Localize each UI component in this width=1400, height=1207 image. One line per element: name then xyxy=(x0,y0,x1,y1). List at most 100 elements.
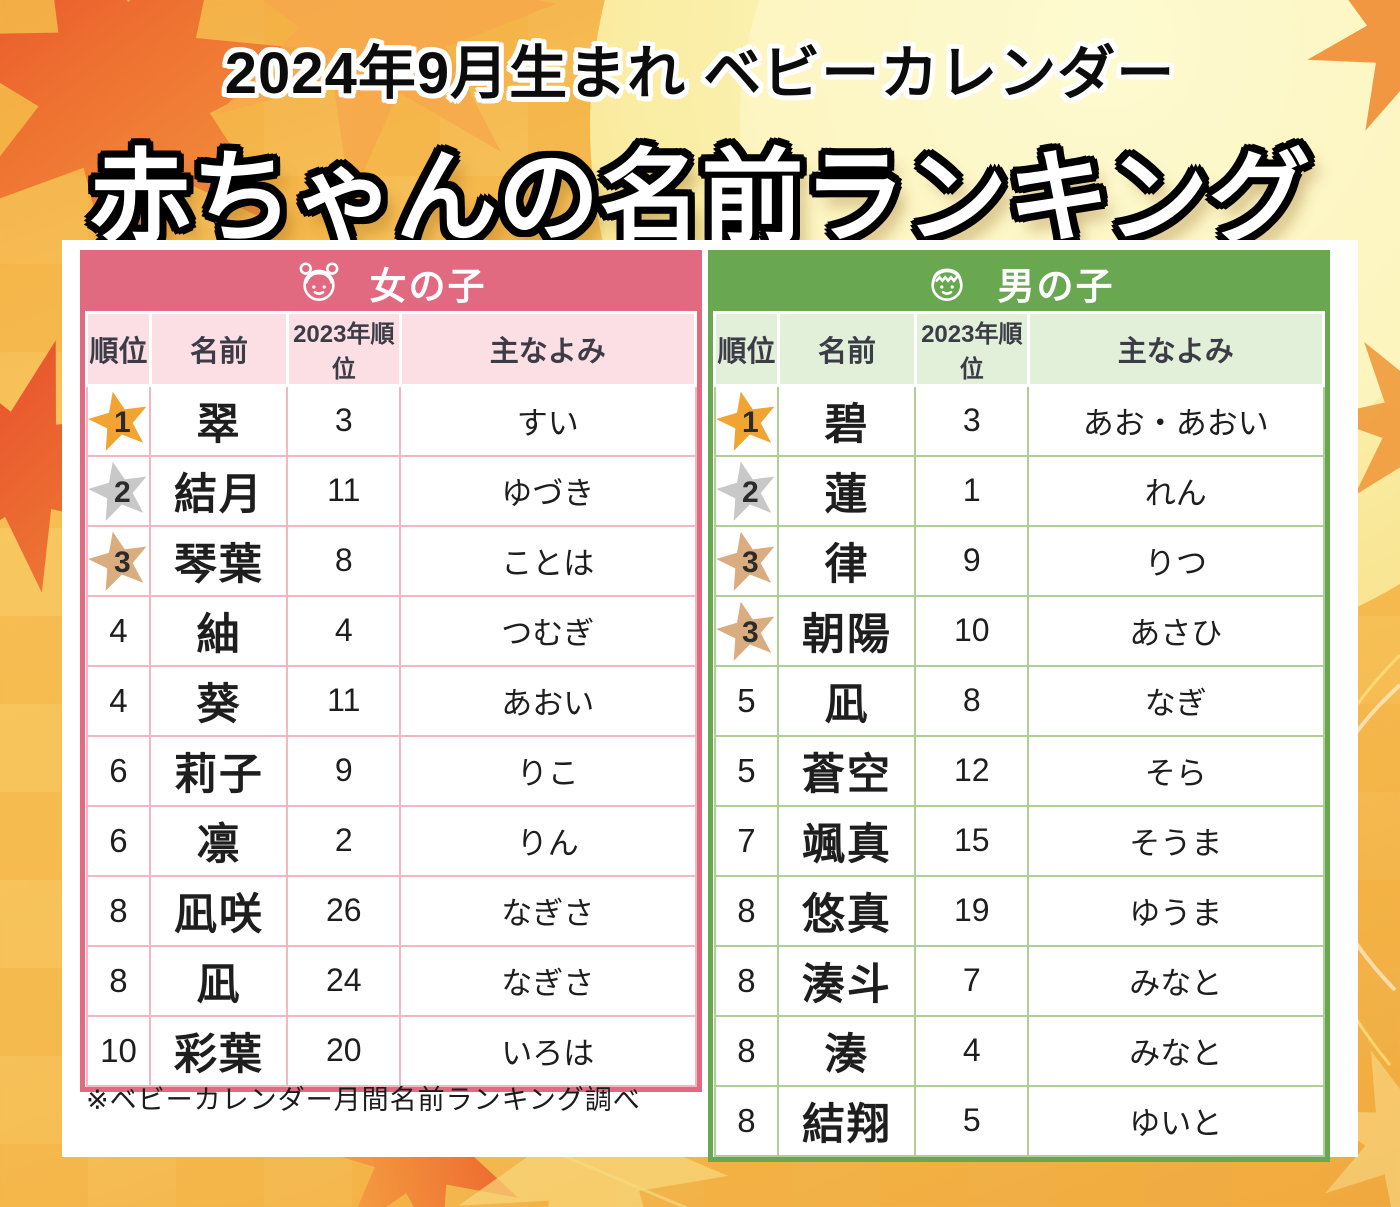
prev-rank-cell: 19 xyxy=(914,874,1030,947)
rank-number: 2 xyxy=(741,475,758,509)
prev-rank-cell: 11 xyxy=(286,454,402,527)
yomi-cell: れん xyxy=(1027,454,1325,527)
prev-rank-column-header: 2023年順位 xyxy=(913,311,1030,387)
rank-cell: 8 xyxy=(713,874,780,947)
table-row: 8 湊斗 7 みなと xyxy=(713,944,1325,1017)
prev-rank-column-header: 2023年順位 xyxy=(285,311,402,387)
yomi-cell: ゆいと xyxy=(1027,1084,1325,1157)
prev-rank-cell: 26 xyxy=(286,874,402,947)
girls-table-header-bar: 女の子 xyxy=(85,255,697,311)
prev-rank-cell: 7 xyxy=(914,944,1030,1017)
rank-number: 1 xyxy=(741,405,758,439)
yomi-cell: あおい xyxy=(399,664,697,737)
boys-table-body: 1 碧 3 あお・あおい 2 蓮 1 れん 3 律 9 りつ 3 朝陽 10 あさひ 5 凪 8 なぎ 5 蒼空 12 そら 7… xyxy=(713,384,1325,1157)
name-cell: 彩葉 xyxy=(149,1014,289,1087)
table-row: 5 蒼空 12 そら xyxy=(713,734,1325,807)
name-cell: 凛 xyxy=(149,804,289,877)
table-row: 6 凛 2 りん xyxy=(85,804,697,877)
girls-table-head: 順位 名前 2023年順位 主なよみ xyxy=(85,311,698,387)
boys-table-title: 男の子 xyxy=(997,266,1115,307)
table-row: 8 湊 4 みなと xyxy=(713,1014,1325,1087)
page-title: 赤ちゃんの名前ランキング xyxy=(89,141,1311,255)
prev-rank-cell: 15 xyxy=(914,804,1030,877)
prev-rank-cell: 12 xyxy=(914,734,1030,807)
silver-star-icon: 2 xyxy=(710,455,783,527)
table-row: 8 凪 24 なぎさ xyxy=(85,944,697,1017)
girl-face-icon xyxy=(299,262,338,301)
boys-table-head: 順位 名前 2023年順位 主なよみ xyxy=(713,311,1326,387)
table-row: 7 颯真 15 そうま xyxy=(713,804,1325,877)
boy-face-icon xyxy=(930,268,963,301)
name-cell: 碧 xyxy=(777,384,917,457)
yomi-cell: あお・あおい xyxy=(1027,384,1325,457)
yomi-cell: なぎ xyxy=(1027,664,1325,737)
rank-cell: 8 xyxy=(85,944,152,1017)
prev-rank-cell: 5 xyxy=(914,1084,1030,1157)
rank-cell: 8 xyxy=(713,1084,780,1157)
rank-cell: 6 xyxy=(85,804,152,877)
rank-cell: 3 xyxy=(715,524,779,597)
rank-cell: 5 xyxy=(713,664,780,737)
prev-rank-cell: 11 xyxy=(286,664,402,737)
rank-cell: 8 xyxy=(85,874,152,947)
prev-rank-cell: 3 xyxy=(914,384,1030,457)
yomi-cell: いろは xyxy=(399,1014,697,1087)
yomi-cell: みなと xyxy=(1027,1014,1325,1087)
table-row: 3 琴葉 8 ことは xyxy=(87,524,697,597)
name-cell: 莉子 xyxy=(149,734,289,807)
name-cell: 朝陽 xyxy=(777,594,917,667)
rank-number: 3 xyxy=(741,545,758,579)
name-cell: 凪 xyxy=(149,944,289,1017)
rank-cell: 5 xyxy=(713,734,780,807)
prev-rank-cell: 9 xyxy=(286,734,402,807)
yomi-cell: ゆづき xyxy=(399,454,697,527)
table-row: 4 紬 4 つむぎ xyxy=(85,594,697,667)
rank-cell: 8 xyxy=(713,944,780,1017)
prev-rank-cell: 8 xyxy=(286,524,402,597)
table-row: 8 悠真 19 ゆうま xyxy=(713,874,1325,947)
name-cell: 悠真 xyxy=(777,874,917,947)
yomi-cell: あさひ xyxy=(1027,594,1325,667)
source-note: ※ベビーカレンダー月間名前ランキング調べ xyxy=(86,1085,641,1115)
prev-rank-cell: 8 xyxy=(914,664,1030,737)
table-row: 1 翠 3 すい xyxy=(87,384,697,457)
prev-rank-cell: 4 xyxy=(914,1014,1030,1087)
rank-column-header: 順位 xyxy=(85,311,152,387)
rank-cell: 10 xyxy=(85,1014,152,1087)
rank-number: 2 xyxy=(113,475,130,509)
table-row: 5 凪 8 なぎ xyxy=(713,664,1325,737)
yomi-cell: りこ xyxy=(399,734,697,807)
rank-cell: 4 xyxy=(85,664,152,737)
name-cell: 翠 xyxy=(149,384,289,457)
name-cell: 葵 xyxy=(149,664,289,737)
girls-table: 順位 名前 2023年順位 主なよみ 1 翠 3 すい 2 結月 11 ゆづき 3 琴葉 8 ことは 4… xyxy=(85,311,698,1087)
name-cell: 凪咲 xyxy=(149,874,289,947)
rank-cell: 3 xyxy=(87,524,151,597)
bronze-star-icon: 3 xyxy=(82,525,155,597)
name-cell: 湊斗 xyxy=(777,944,917,1017)
yomi-cell: みなと xyxy=(1027,944,1325,1017)
prev-rank-cell: 4 xyxy=(286,594,402,667)
rank-number: 1 xyxy=(113,405,130,439)
name-cell: 律 xyxy=(777,524,917,597)
rank-number: 3 xyxy=(113,545,130,579)
prev-rank-cell: 24 xyxy=(286,944,402,1017)
rank-cell: 7 xyxy=(713,804,780,877)
prev-rank-cell: 9 xyxy=(914,524,1030,597)
girls-table-title: 女の子 xyxy=(369,266,487,307)
name-cell: 湊 xyxy=(777,1014,917,1087)
table-row: 6 莉子 9 りこ xyxy=(85,734,697,807)
table-row: 3 朝陽 10 あさひ xyxy=(715,594,1325,667)
bronze-star-icon: 3 xyxy=(710,525,783,597)
name-column-header: 名前 xyxy=(148,311,289,387)
name-cell: 紬 xyxy=(149,594,289,667)
rank-cell: 1 xyxy=(87,384,151,456)
yomi-cell: すい xyxy=(399,384,697,457)
name-cell: 琴葉 xyxy=(149,524,289,597)
yomi-column-header: 主なよみ xyxy=(398,311,698,387)
rank-number: 3 xyxy=(741,615,758,649)
boys-table: 順位 名前 2023年順位 主なよみ 1 碧 3 あお・あおい 2 蓮 1 れん 3 律 9 りつ 3 朝… xyxy=(713,311,1326,1157)
title-block: 2024年9月生まれ ベビーカレンダー 赤ちゃんの名前ランキング xyxy=(0,26,1400,263)
prev-rank-cell: 20 xyxy=(286,1014,402,1087)
